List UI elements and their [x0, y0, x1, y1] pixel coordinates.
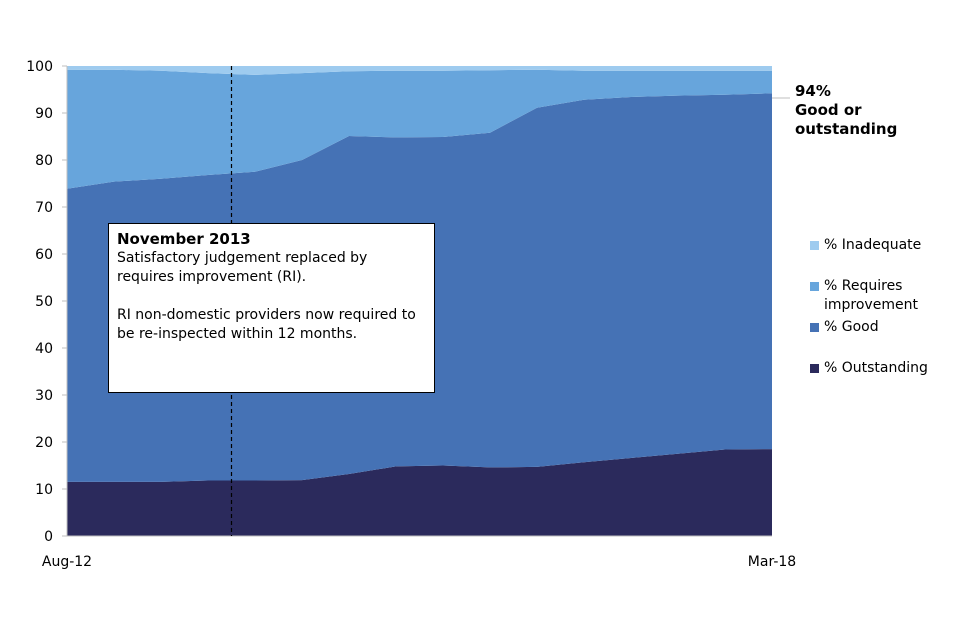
legend-item-outstanding: % Outstanding — [810, 359, 960, 378]
y-tick-label: 70 — [35, 200, 53, 216]
y-tick-label: 20 — [35, 435, 53, 451]
area-outstanding — [67, 449, 772, 536]
y-tick-labels: 0 10 20 30 40 50 60 70 80 90 100 — [26, 59, 67, 545]
legend-swatch-outstanding — [810, 364, 819, 373]
y-tick-label: 90 — [35, 106, 53, 122]
legend-item-inadequate: % Inadequate — [810, 236, 960, 255]
good-outstanding-callout: 94% Good or outstanding — [795, 82, 897, 139]
legend-label: % Inadequate — [824, 237, 922, 253]
y-tick-label: 30 — [35, 388, 53, 404]
y-tick-label: 0 — [44, 529, 53, 545]
y-tick-label: 60 — [35, 247, 53, 263]
legend-item-good: % Good — [810, 318, 960, 337]
area-requires-improvement — [67, 69, 772, 189]
callout-line-3: outstanding — [795, 120, 898, 138]
callout-line-2: Good or — [795, 101, 862, 119]
annotation-title: November 2013 — [117, 230, 251, 248]
legend-swatch-good — [810, 323, 819, 332]
y-tick-label: 10 — [35, 482, 53, 498]
y-tick-label: 40 — [35, 341, 53, 357]
legend-label: % Outstanding — [824, 360, 928, 376]
callout-line-1: 94% — [795, 82, 831, 100]
annotation-text-1: Satisfactory judgement replaced by requi… — [117, 250, 368, 285]
legend-label: % Requires improvement — [824, 278, 918, 313]
x-tick-label-start: Aug-12 — [42, 554, 92, 570]
legend-swatch-requires-improvement — [810, 282, 819, 291]
legend-swatch-inadequate — [810, 241, 819, 250]
x-tick-label-end: Mar-18 — [748, 554, 796, 570]
annotation-text-2: RI non-domestic providers now required t… — [117, 307, 416, 342]
y-tick-label: 50 — [35, 294, 53, 310]
annotation-box: November 2013 Satisfactory judgement rep… — [108, 223, 435, 393]
y-tick-label: 80 — [35, 153, 53, 169]
area-inadequate — [67, 66, 772, 75]
y-tick-label: 100 — [26, 59, 53, 75]
legend-item-requires-improvement: % Requires improvement — [810, 277, 960, 315]
x-tick-labels: Aug-12 Mar-18 — [42, 554, 796, 570]
legend-label: % Good — [824, 319, 879, 335]
